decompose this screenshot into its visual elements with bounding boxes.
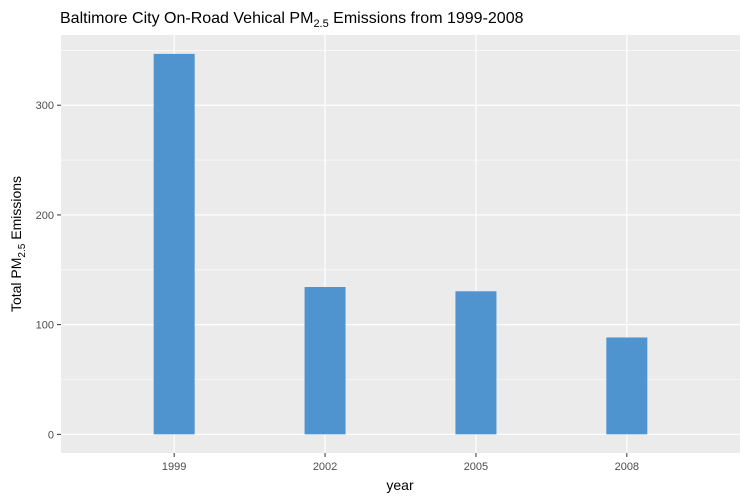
bar-1999 [153,53,195,435]
x-tick-label-2005: 2005 [464,461,488,473]
bar-2008 [606,337,648,435]
chart-title: Baltimore City On-Road Vehical PM2.5 Emi… [60,10,524,30]
x-tick-label-2008: 2008 [615,461,639,473]
y-axis-title: Total PM2.5 Emissions [8,176,28,312]
y-axis-title-rest: Emissions [8,176,24,244]
y-axis-ticks: 0 100 200 300 [36,100,61,441]
chart-title-subscript: 2.5 [313,18,328,30]
y-tick-label: 0 [48,429,54,441]
y-tick-label: 200 [36,210,54,222]
x-axis-ticks: 1999 2002 2005 2008 [162,453,639,473]
bar-2002 [304,287,346,435]
chart-title-rest: Emissions from 1999-2008 [329,10,524,27]
x-tick-label-2002: 2002 [313,461,337,473]
x-axis-title: year [386,477,414,493]
y-tick-label: 100 [36,320,54,332]
y-tick-label: 300 [36,100,54,112]
y-axis-title-subscript: 2.5 [17,243,28,257]
chart-title-main: Baltimore City On-Road Vehical PM [60,10,313,27]
bar-2005 [455,291,497,435]
bars [153,53,648,435]
x-tick-label-1999: 1999 [162,461,186,473]
y-axis-title-main: Total PM [8,258,24,312]
